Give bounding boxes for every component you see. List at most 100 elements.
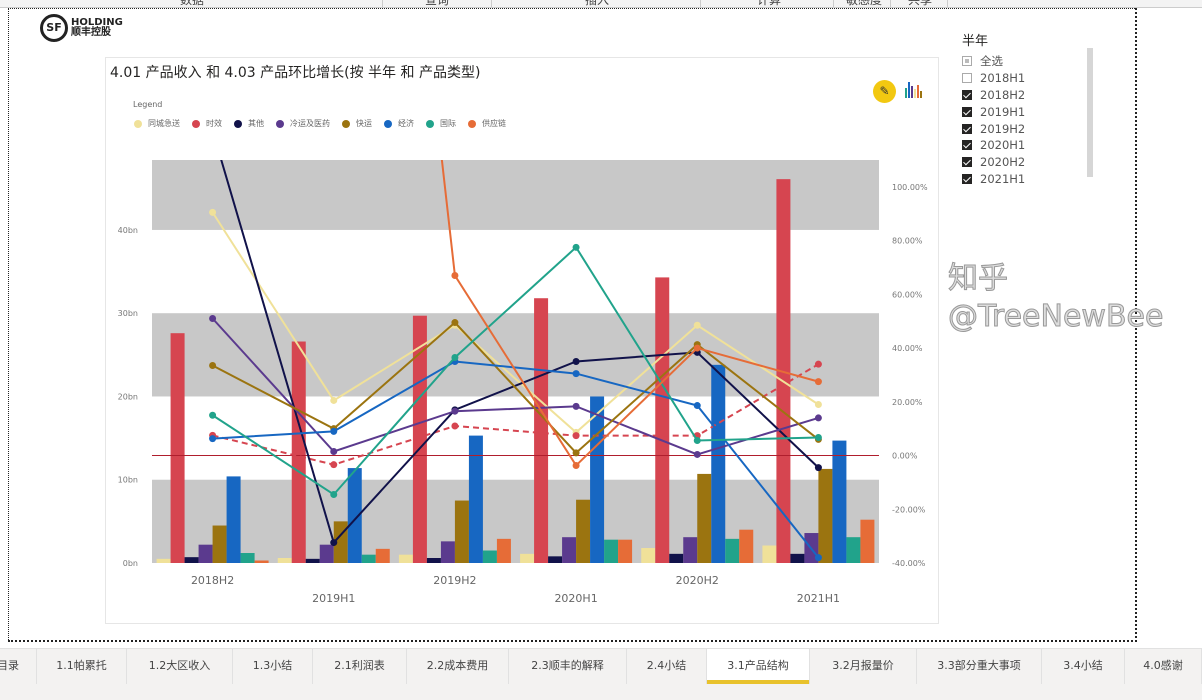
tab-3.2月报量价[interactable]: 3.2月报量价: [810, 649, 917, 684]
bar-供应链-2019H2[interactable]: [497, 539, 511, 563]
bar-同城急送-2019H2[interactable]: [399, 555, 413, 563]
bar-冷运及医药-2020H1[interactable]: [562, 537, 576, 563]
tab-2.4小结[interactable]: 2.4小结: [627, 649, 707, 684]
bar-其他-2021H1[interactable]: [790, 554, 804, 563]
tab-2.2成本费用[interactable]: 2.2成本费用: [407, 649, 509, 684]
bar-快运-2019H2[interactable]: [455, 501, 469, 563]
tab-1.1帕累托[interactable]: 1.1帕累托: [37, 649, 127, 684]
bar-同城急送-2019H1[interactable]: [278, 558, 292, 563]
tab-3.1产品结构[interactable]: 3.1产品结构: [707, 649, 810, 684]
point-国际-2018H2[interactable]: [209, 412, 216, 419]
bar-供应链-2019H1[interactable]: [376, 549, 390, 563]
point-快运-2020H1[interactable]: [573, 449, 580, 456]
bar-国际-2020H2[interactable]: [725, 539, 739, 563]
slicer-scrollbar[interactable]: [1087, 48, 1093, 177]
point-同城急送-2019H1[interactable]: [330, 397, 337, 404]
checkbox[interactable]: [962, 174, 972, 184]
bar-供应链-2018H2[interactable]: [255, 561, 269, 563]
point-其他-2018H2[interactable]: [209, 127, 216, 134]
bar-快运-2018H2[interactable]: [213, 526, 227, 563]
slicer-item[interactable]: 2019H2: [962, 120, 1025, 137]
point-快运-2018H2[interactable]: [209, 362, 216, 369]
point-国际-2020H2[interactable]: [694, 437, 701, 444]
checkbox[interactable]: [962, 90, 972, 100]
point-国际-2019H2[interactable]: [451, 354, 458, 361]
point-同城急送-2020H2[interactable]: [694, 322, 701, 329]
point-其他-2019H1[interactable]: [330, 539, 337, 546]
point-时效-2021H1[interactable]: [815, 361, 822, 368]
point-其他-2021H1[interactable]: [815, 464, 822, 471]
checkbox[interactable]: [962, 107, 972, 117]
point-供应链-2019H2[interactable]: [451, 272, 458, 279]
bar-供应链-2021H1[interactable]: [860, 520, 874, 563]
bar-快运-2020H2[interactable]: [697, 474, 711, 563]
bar-冷运及医药-2020H2[interactable]: [683, 537, 697, 563]
checkbox[interactable]: [962, 56, 972, 66]
point-冷运及医药-2020H1[interactable]: [573, 403, 580, 410]
point-快运-2019H2[interactable]: [451, 319, 458, 326]
bar-经济-2018H2[interactable]: [227, 476, 241, 563]
point-冷运及医药-2019H2[interactable]: [451, 408, 458, 415]
point-供应链-2020H2[interactable]: [694, 345, 701, 352]
bar-供应链-2020H1[interactable]: [618, 540, 632, 563]
bar-国际-2020H1[interactable]: [604, 540, 618, 563]
point-同城急送-2018H2[interactable]: [209, 209, 216, 216]
tab-1.3小结[interactable]: 1.3小结: [233, 649, 313, 684]
slicer-item[interactable]: 2021H1: [962, 171, 1025, 188]
tab-3.4小结[interactable]: 3.4小结: [1042, 649, 1125, 684]
point-冷运及医药-2018H2[interactable]: [209, 315, 216, 322]
bar-国际-2019H2[interactable]: [483, 551, 497, 563]
bar-同城急送-2020H2[interactable]: [641, 548, 655, 563]
bar-经济-2020H2[interactable]: [711, 365, 725, 563]
slicer-item[interactable]: 2020H1: [962, 137, 1025, 154]
tab-4.0感谢[interactable]: 4.0感谢: [1125, 649, 1202, 684]
bar-冷运及医药-2019H2[interactable]: [441, 541, 455, 563]
bar-时效-2019H1[interactable]: [292, 342, 306, 563]
slicer-item[interactable]: 2021H2: [962, 187, 1025, 189]
tab-3.3部分重大事项[interactable]: 3.3部分重大事项: [917, 649, 1042, 684]
point-冷运及医药-2019H1[interactable]: [330, 448, 337, 455]
point-冷运及医药-2020H2[interactable]: [694, 451, 701, 458]
bar-冷运及医药-2018H2[interactable]: [199, 545, 213, 563]
point-时效-2019H1[interactable]: [330, 461, 337, 468]
tab-2.3顺丰的解释[interactable]: 2.3顺丰的解释: [509, 649, 627, 684]
bar-时效-2020H2[interactable]: [655, 277, 669, 563]
bar-其他-2018H2[interactable]: [185, 557, 199, 563]
bar-快运-2021H1[interactable]: [818, 469, 832, 563]
slicer-item[interactable]: 2018H2: [962, 87, 1025, 104]
bar-快运-2020H1[interactable]: [576, 500, 590, 563]
bar-时效-2020H1[interactable]: [534, 298, 548, 563]
bar-经济-2020H1[interactable]: [590, 396, 604, 563]
slicer-item[interactable]: 全选: [962, 53, 1025, 70]
checkbox[interactable]: [962, 140, 972, 150]
bar-同城急送-2021H1[interactable]: [762, 546, 776, 563]
point-经济-2020H1[interactable]: [573, 370, 580, 377]
point-时效-2020H1[interactable]: [573, 432, 580, 439]
bar-时效-2018H2[interactable]: [171, 333, 185, 563]
bar-经济-2019H2[interactable]: [469, 436, 483, 563]
bar-经济-2021H1[interactable]: [832, 441, 846, 563]
tab-目录[interactable]: 目录: [0, 649, 37, 684]
point-经济-2021H1[interactable]: [815, 554, 822, 561]
tab-2.1利润表[interactable]: 2.1利润表: [313, 649, 407, 684]
slicer-item[interactable]: 2020H2: [962, 154, 1025, 171]
point-供应链-2021H1[interactable]: [815, 378, 822, 385]
point-同城急送-2021H1[interactable]: [815, 401, 822, 408]
tab-1.2大区收入[interactable]: 1.2大区收入: [127, 649, 233, 684]
slicer-item[interactable]: 2019H1: [962, 103, 1025, 120]
bar-其他-2020H1[interactable]: [548, 556, 562, 563]
checkbox[interactable]: [962, 124, 972, 134]
bar-供应链-2020H2[interactable]: [739, 530, 753, 563]
checkbox[interactable]: [962, 73, 972, 83]
bar-国际-2019H1[interactable]: [362, 555, 376, 563]
slicer-item[interactable]: 2018H1: [962, 70, 1025, 87]
point-冷运及医药-2021H1[interactable]: [815, 414, 822, 421]
bar-其他-2019H2[interactable]: [427, 558, 441, 563]
bar-同城急送-2018H2[interactable]: [157, 559, 171, 563]
bar-国际-2018H2[interactable]: [241, 553, 255, 563]
point-国际-2020H1[interactable]: [573, 244, 580, 251]
point-经济-2018H2[interactable]: [209, 435, 216, 442]
point-经济-2020H2[interactable]: [694, 402, 701, 409]
point-其他-2020H1[interactable]: [573, 358, 580, 365]
bar-冷运及医药-2019H1[interactable]: [320, 545, 334, 563]
